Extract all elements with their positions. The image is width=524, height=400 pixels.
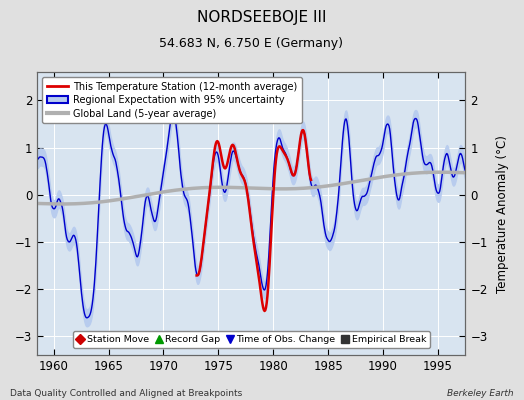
Text: Data Quality Controlled and Aligned at Breakpoints: Data Quality Controlled and Aligned at B…	[10, 389, 243, 398]
Title: 54.683 N, 6.750 E (Germany): 54.683 N, 6.750 E (Germany)	[159, 37, 343, 50]
Text: NORDSEEBOJE III: NORDSEEBOJE III	[197, 10, 327, 25]
Y-axis label: Temperature Anomaly (°C): Temperature Anomaly (°C)	[496, 135, 509, 292]
Legend: Station Move, Record Gap, Time of Obs. Change, Empirical Break: Station Move, Record Gap, Time of Obs. C…	[73, 331, 430, 348]
Text: Berkeley Earth: Berkeley Earth	[447, 389, 514, 398]
